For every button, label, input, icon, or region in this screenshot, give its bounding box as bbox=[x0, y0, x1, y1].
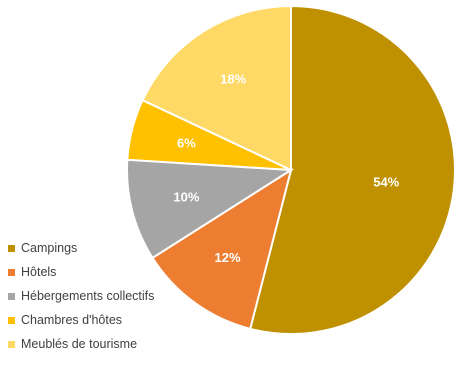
pie-slice-label-0: 54% bbox=[373, 175, 399, 190]
legend-swatch-2 bbox=[8, 292, 15, 300]
legend-swatch-3 bbox=[8, 316, 15, 324]
legend-swatch-0 bbox=[8, 244, 15, 252]
legend-swatch-4 bbox=[8, 340, 15, 348]
legend-label-3: Chambres d'hôtes bbox=[21, 313, 123, 327]
pie-slice-0 bbox=[248, 4, 456, 335]
pie-slice-label-3: 6% bbox=[177, 136, 196, 151]
legend-item-3: Chambres d'hôtes bbox=[8, 308, 208, 332]
pie-slice-label-1: 12% bbox=[215, 250, 241, 265]
legend-item-0: Campings bbox=[8, 236, 208, 260]
pie-labels: 54% 12% 10% 6% 18% bbox=[173, 71, 399, 265]
pie-slice-label-2: 10% bbox=[173, 189, 199, 204]
pie-slice-4 bbox=[141, 4, 292, 172]
legend-label-2: Hébergements collectifs bbox=[21, 289, 155, 303]
pie-slice-label-4: 18% bbox=[220, 71, 246, 86]
pie-slices bbox=[126, 4, 456, 335]
legend-item-1: Hôtels bbox=[8, 260, 208, 284]
legend-swatch-1 bbox=[8, 268, 15, 276]
pie-slice-2 bbox=[126, 158, 295, 260]
legend-label-0: Campings bbox=[21, 241, 78, 255]
legend-label-4: Meublés de tourisme bbox=[21, 337, 138, 351]
legend-label-1: Hôtels bbox=[21, 265, 57, 279]
legend: Campings Hôtels Hébergements collectifs Cha… bbox=[8, 236, 208, 356]
legend-item-4: Meublés de tourisme bbox=[8, 332, 208, 356]
legend-item-2: Hébergements collectifs bbox=[8, 284, 208, 308]
pie-slice-1 bbox=[151, 167, 293, 331]
